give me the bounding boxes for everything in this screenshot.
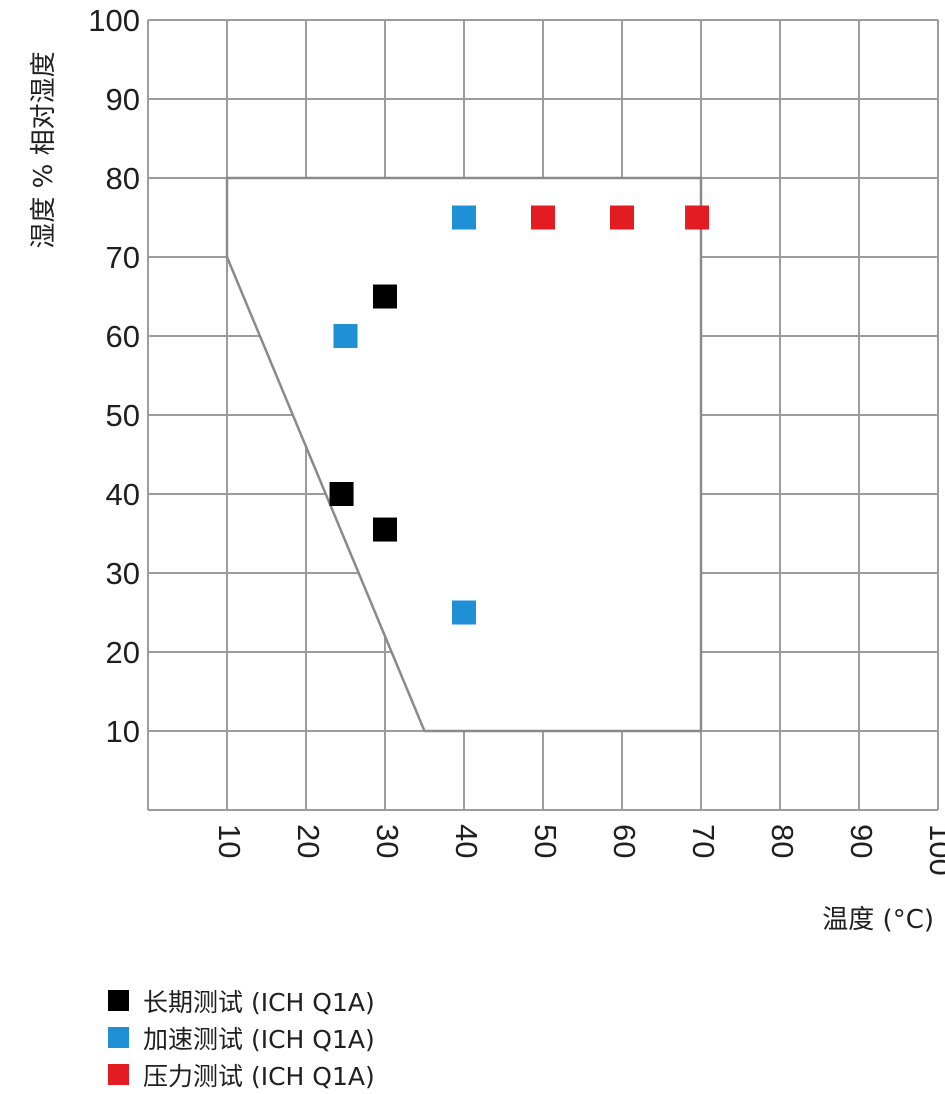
x-axis-title: 温度 (°C) [822, 905, 934, 935]
y-tick-label: 20 [106, 635, 140, 670]
legend-item-accelerated: 加速测试 (ICH Q1A) [108, 1019, 375, 1056]
legend-item-long-term: 长期测试 (ICH Q1A) [108, 982, 375, 1019]
legend-swatch [108, 990, 129, 1011]
y-tick-labels: 10 20 30 40 50 60 70 80 90 100 [88, 3, 140, 749]
y-tick-label: 40 [106, 477, 140, 512]
legend-swatch [108, 1027, 129, 1048]
x-tick-label: 90 [844, 824, 879, 858]
data-point [329, 482, 354, 506]
legend-label: 加速测试 (ICH Q1A) [143, 1024, 375, 1054]
data-point [333, 324, 358, 348]
x-tick-label: 70 [686, 824, 721, 858]
data-point [373, 284, 397, 309]
legend-swatch [108, 1064, 129, 1085]
chart-plot: 10 20 30 40 50 60 70 80 90 100 10 20 30 40 50 60 70 80 90… [29, 3, 945, 935]
y-tick-label: 90 [106, 82, 140, 117]
y-tick-label: 60 [106, 319, 140, 354]
x-tick-label: 40 [449, 824, 484, 858]
data-point [452, 600, 476, 625]
y-tick-label: 70 [106, 240, 140, 275]
data-point [452, 205, 476, 230]
legend: 长期测试 (ICH Q1A) 加速测试 (ICH Q1A) 压力测试 (ICH … [108, 982, 375, 1093]
data-point [373, 517, 397, 542]
legend-item-stress: 压力测试 (ICH Q1A) [108, 1056, 375, 1093]
data-points [329, 205, 710, 625]
legend-label: 长期测试 (ICH Q1A) [143, 987, 375, 1017]
x-tick-label: 100 [923, 824, 945, 876]
x-tick-label: 20 [291, 824, 326, 858]
legend-label: 压力测试 (ICH Q1A) [143, 1061, 375, 1091]
x-tick-label: 60 [607, 824, 642, 858]
x-tick-label: 10 [212, 824, 247, 858]
data-point [531, 205, 555, 230]
x-tick-label: 80 [765, 824, 800, 858]
data-point [685, 205, 710, 230]
y-axis-title: 湿度 % 相对湿度 [29, 51, 59, 248]
y-tick-label: 30 [106, 556, 140, 591]
data-point [610, 205, 634, 230]
y-tick-label: 100 [88, 3, 140, 38]
x-tick-label: 30 [370, 824, 405, 858]
y-tick-label: 80 [106, 161, 140, 196]
x-tick-label: 50 [528, 824, 563, 858]
test-region-outline [225, 176, 703, 733]
y-tick-label: 10 [106, 714, 140, 749]
y-tick-label: 50 [106, 398, 140, 433]
x-tick-labels: 10 20 30 40 50 60 70 80 90 100 [212, 824, 945, 876]
